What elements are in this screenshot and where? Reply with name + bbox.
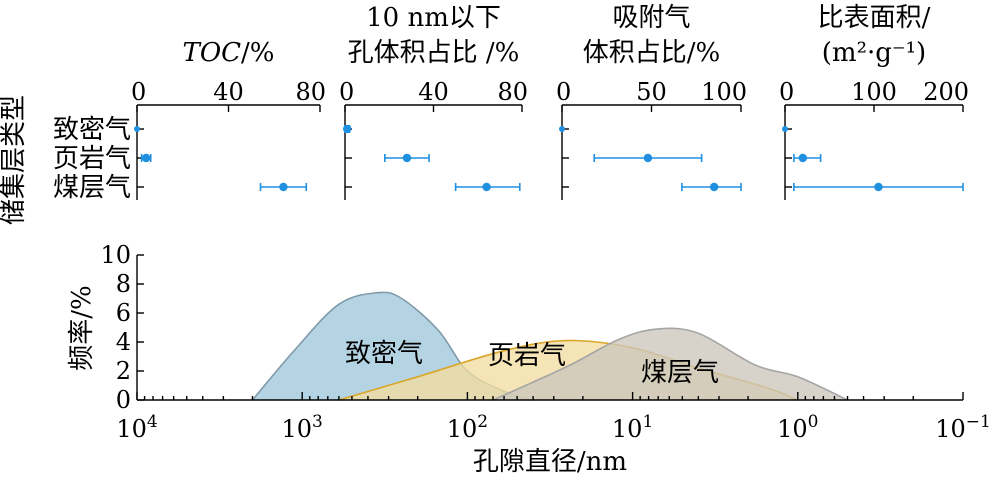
panel-4-point-1	[782, 126, 788, 132]
panel-4-title-line-2: (m²·g⁻¹)	[822, 38, 926, 68]
panel-4-title-line-1: 比表面积/	[818, 3, 931, 33]
panel-4-point-2	[798, 153, 807, 163]
panel-1-x-tick-label-3: 80	[295, 78, 326, 106]
bottom-y-tick-label-6: 10	[100, 241, 131, 269]
bottom-x-tick-label-2: 103	[282, 412, 323, 443]
panel-2-point-3	[482, 182, 491, 192]
distribution-outline-3	[492, 327, 848, 401]
bottom-x-tick-label-1: 104	[116, 412, 157, 443]
panel-3-title-line-2: 体积占比/%	[583, 38, 720, 68]
distribution-area-3	[492, 328, 848, 400]
panel-1-x-tick-label-1: 0	[131, 78, 146, 106]
panel-3-x-tick-label-3: 100	[701, 78, 747, 106]
panel-4-x-tick-label-3: 200	[923, 78, 969, 106]
panel-1-point-2	[141, 153, 151, 163]
distribution-label-2: 页岩气	[488, 341, 566, 371]
panel-3-point-2	[643, 153, 653, 163]
panel-3-x-tick-label-1: 0	[556, 78, 571, 106]
panel-2-title-line-1: 10 nm以下	[366, 3, 501, 33]
panel-2-x-tick-label-1: 0	[339, 78, 354, 106]
panel-2-title-line-2: 孔体积占比 /%	[348, 38, 520, 68]
panel-4-x-tick-label-1: 0	[779, 78, 794, 106]
bottom-x-tick-label-4: 101	[612, 412, 653, 443]
bottom-y-tick-label-4: 6	[116, 299, 131, 327]
bottom-y-tick-label-2: 2	[116, 357, 131, 385]
category-label-1: 致密气	[53, 115, 131, 145]
panel-3-title-line-1: 吸附气	[612, 3, 690, 33]
panel-1-x-tick-label-2: 40	[213, 78, 244, 106]
panel-1-title-line-2: TOC/%	[182, 38, 274, 68]
bottom-y-axis-label: 频率/%	[67, 285, 97, 370]
distribution-label-1: 致密气	[345, 339, 423, 369]
category-label-2: 页岩气	[53, 144, 131, 174]
panel-2-x-tick-label-3: 80	[497, 78, 528, 106]
bottom-x-axis-label: 孔隙直径/nm	[473, 447, 627, 477]
panel-3-point-1	[559, 126, 565, 132]
panel-2-x-tick-label-2: 40	[418, 78, 449, 106]
top-y-axis-label: 储集层类型	[0, 95, 29, 225]
bottom-y-tick-label-5: 8	[116, 270, 131, 298]
panel-2-point-1	[343, 124, 352, 134]
bottom-x-tick-label-3: 102	[447, 412, 488, 443]
bottom-x-tick-label-6: 10−1	[935, 412, 991, 443]
distribution-label-3: 煤层气	[641, 358, 719, 388]
panel-4-x-tick-label-2: 100	[851, 78, 897, 106]
panel-4-point-3	[874, 182, 883, 192]
bottom-y-tick-label-3: 4	[116, 328, 131, 356]
panel-1-point-1	[134, 126, 140, 132]
panel-3-x-tick-label-2: 50	[636, 78, 667, 106]
panel-2-point-2	[402, 153, 412, 163]
panel-3-point-3	[709, 182, 719, 192]
bottom-y-tick-label-1: 0	[116, 386, 131, 414]
panel-1-point-3	[279, 182, 288, 192]
bottom-x-tick-label-5: 100	[777, 412, 818, 443]
category-label-3: 煤层气	[53, 173, 131, 203]
